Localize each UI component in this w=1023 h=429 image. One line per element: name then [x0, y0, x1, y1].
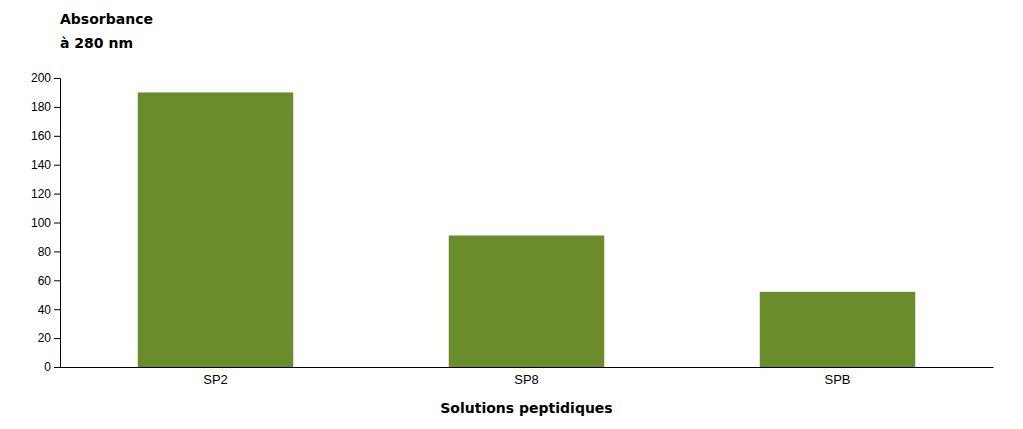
bar — [138, 92, 294, 367]
tick: 0 — [44, 360, 60, 374]
tick-label: 120 — [31, 187, 51, 201]
tick-label: 60 — [38, 274, 52, 288]
tick-label: 100 — [31, 216, 51, 230]
tick-label: 20 — [38, 331, 52, 345]
chart: 0 20 40 60 80 100 120 140 160 180 200 SP2 SP8 SPB Solu… — [0, 0, 1023, 429]
x-axis-title: Solutions peptidiques — [440, 400, 612, 416]
bars — [138, 92, 916, 367]
bar — [760, 292, 916, 367]
tick-mark — [54, 309, 60, 310]
tick-mark — [54, 367, 60, 368]
axis-line — [61, 367, 994, 368]
tick-mark — [54, 251, 60, 252]
tick-label: 80 — [38, 245, 52, 259]
tick-label: SPB — [824, 372, 850, 387]
tick-mark — [54, 165, 60, 166]
tick-label: 40 — [38, 303, 52, 317]
x-axis: SP2 SP8 SPB — [61, 368, 994, 388]
tick: 40 — [38, 303, 60, 317]
tick-label: SP2 — [203, 372, 228, 387]
tick: 120 — [31, 187, 60, 201]
tick: 180 — [31, 100, 60, 114]
tick-mark — [54, 194, 60, 195]
tick-mark — [54, 280, 60, 281]
tick: SP8 — [514, 372, 539, 387]
tick-mark — [54, 338, 60, 339]
tick-label: SP8 — [514, 372, 539, 387]
tick-label: 0 — [44, 360, 51, 374]
tick: 160 — [31, 129, 60, 143]
tick-mark — [54, 107, 60, 108]
tick: 100 — [31, 216, 60, 230]
tick: 140 — [31, 158, 60, 172]
y-axis-title: à 280 nm — [60, 35, 133, 51]
tick-mark — [54, 78, 60, 79]
tick: 80 — [38, 245, 60, 259]
tick: 200 — [31, 71, 60, 85]
tick: SP2 — [203, 372, 228, 387]
bar — [449, 236, 605, 367]
tick: 20 — [38, 331, 60, 345]
tick-mark — [54, 223, 60, 224]
axis-line — [54, 79, 61, 368]
y-axis-title: Absorbance — [60, 11, 153, 27]
plot-area: 0 20 40 60 80 100 120 140 160 180 200 SP2 SP8 SPB — [31, 71, 994, 387]
tick-label: 160 — [31, 129, 51, 143]
tick-label: 140 — [31, 158, 51, 172]
tick-label: 180 — [31, 100, 51, 114]
tick: SPB — [824, 372, 850, 387]
tick-label: 200 — [31, 71, 51, 85]
y-axis: 0 20 40 60 80 100 120 140 160 180 200 — [31, 71, 61, 374]
tick-mark — [54, 136, 60, 137]
tick: 60 — [38, 274, 60, 288]
